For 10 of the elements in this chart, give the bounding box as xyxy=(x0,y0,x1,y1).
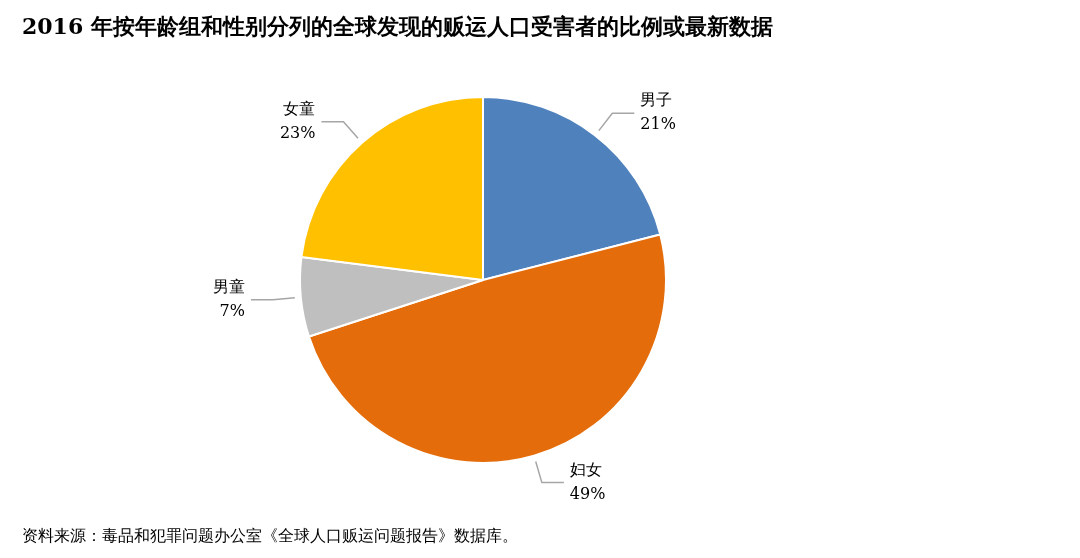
data-label: 49% xyxy=(569,483,606,503)
slice-label: 男童 xyxy=(212,277,245,297)
data-label: 23% xyxy=(279,122,316,142)
data-label: 21% xyxy=(640,114,676,134)
data-label: 7% xyxy=(219,301,245,321)
text: 资料来源：毒品和犯罪问题办公室《全球人口贩运问题报告》数据库。 xyxy=(22,526,518,547)
slice-label: 妇女 xyxy=(569,459,602,479)
chart-title: 2016 年按年龄组和性别分列的全球发现的贩运人口受害者的比例或最新数据 xyxy=(22,12,773,41)
slice-label: 男子 xyxy=(640,90,673,110)
slice-label: 女童 xyxy=(283,98,316,118)
